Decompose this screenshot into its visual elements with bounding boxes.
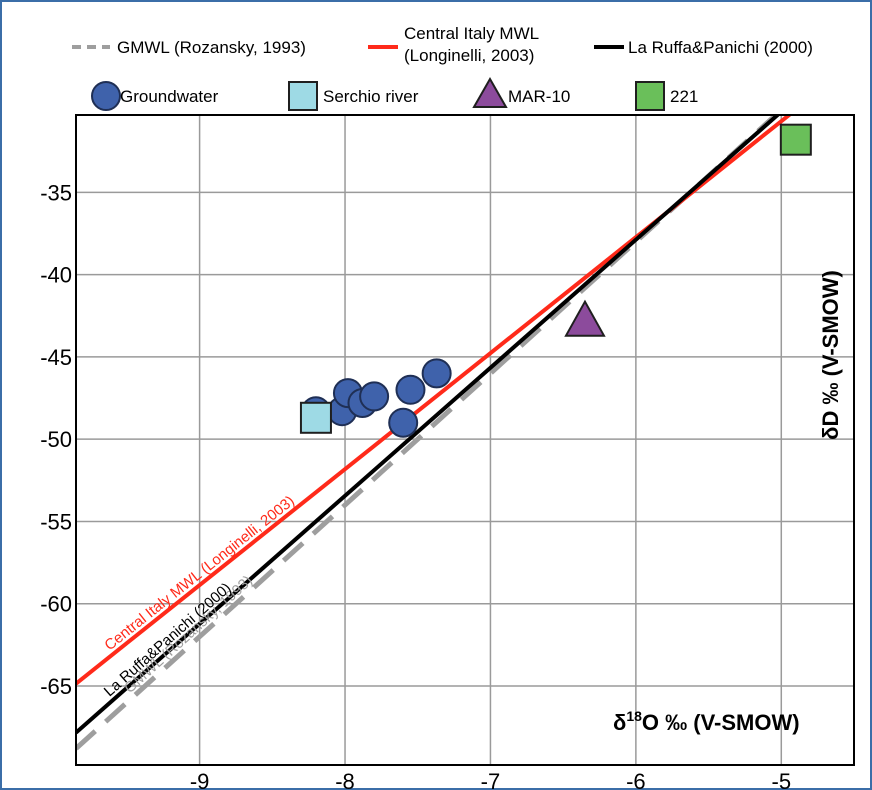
- y-axis-label: δD ‰ (V-SMOW): [818, 270, 843, 440]
- legend: GMWL (Rozansky, 1993) Central Italy MWL …: [72, 24, 813, 111]
- y-tick-label: -40: [40, 263, 72, 288]
- x-tick-label: -8: [335, 769, 355, 790]
- groundwater-point: [395, 374, 426, 405]
- legend-groundwater-marker: [91, 81, 121, 111]
- x-tick-labels: -9 -8 -7 -6 -5: [190, 769, 791, 790]
- legend-mar10-label: MAR-10: [508, 87, 570, 106]
- legend-central-label-2: (Longinelli, 2003): [404, 46, 534, 65]
- groundwater-point: [388, 407, 419, 438]
- legend-gmwl-label: GMWL (Rozansky, 1993): [117, 38, 306, 57]
- x-axis-label-sup: 18: [626, 708, 642, 724]
- y-tick-labels: -35 -40 -45 -50 -55 -60 -65: [40, 180, 72, 699]
- groundwater-point: [359, 381, 390, 412]
- legend-serchio-marker: [288, 81, 318, 111]
- legend-groundwater-label: Groundwater: [120, 87, 219, 106]
- y-tick-label: -50: [40, 427, 72, 452]
- mar10-point: [564, 299, 606, 337]
- x-tick-label: -5: [772, 769, 792, 790]
- line-laruffa: [76, 115, 781, 735]
- y-tick-label: -60: [40, 592, 72, 617]
- legend-serchio-label: Serchio river: [323, 87, 419, 106]
- groundwater-point: [421, 358, 452, 389]
- x-tick-label: -6: [626, 769, 646, 790]
- line-gmwl: [76, 115, 780, 751]
- x-axis-label-rest: O ‰ (V-SMOW): [642, 710, 800, 735]
- legend-laruffa-label: La Ruffa&Panichi (2000): [628, 38, 813, 57]
- x-axis-label: δ18O ‰ (V-SMOW): [613, 708, 800, 735]
- y-tick-label: -55: [40, 509, 72, 534]
- grid: [76, 115, 854, 765]
- legend-221-label: 221: [670, 87, 698, 106]
- plot-border: [75, 114, 855, 766]
- data-points: [299, 123, 812, 438]
- x-axis-label-delta: δ: [613, 710, 626, 735]
- meteoric-water-lines: [76, 115, 793, 751]
- y-tick-label: -65: [40, 674, 72, 699]
- legend-mar10-marker: [472, 76, 508, 108]
- x-tick-label: -9: [190, 769, 210, 790]
- legend-central-label-1: Central Italy MWL: [404, 24, 539, 43]
- line-central: [76, 115, 793, 686]
- legend-221-marker: [635, 81, 665, 111]
- y-tick-label: -45: [40, 345, 72, 370]
- x-tick-label: -7: [481, 769, 501, 790]
- serchio-river-point: [299, 401, 332, 434]
- sample-221-point: [779, 123, 812, 156]
- y-tick-label: -35: [40, 180, 72, 205]
